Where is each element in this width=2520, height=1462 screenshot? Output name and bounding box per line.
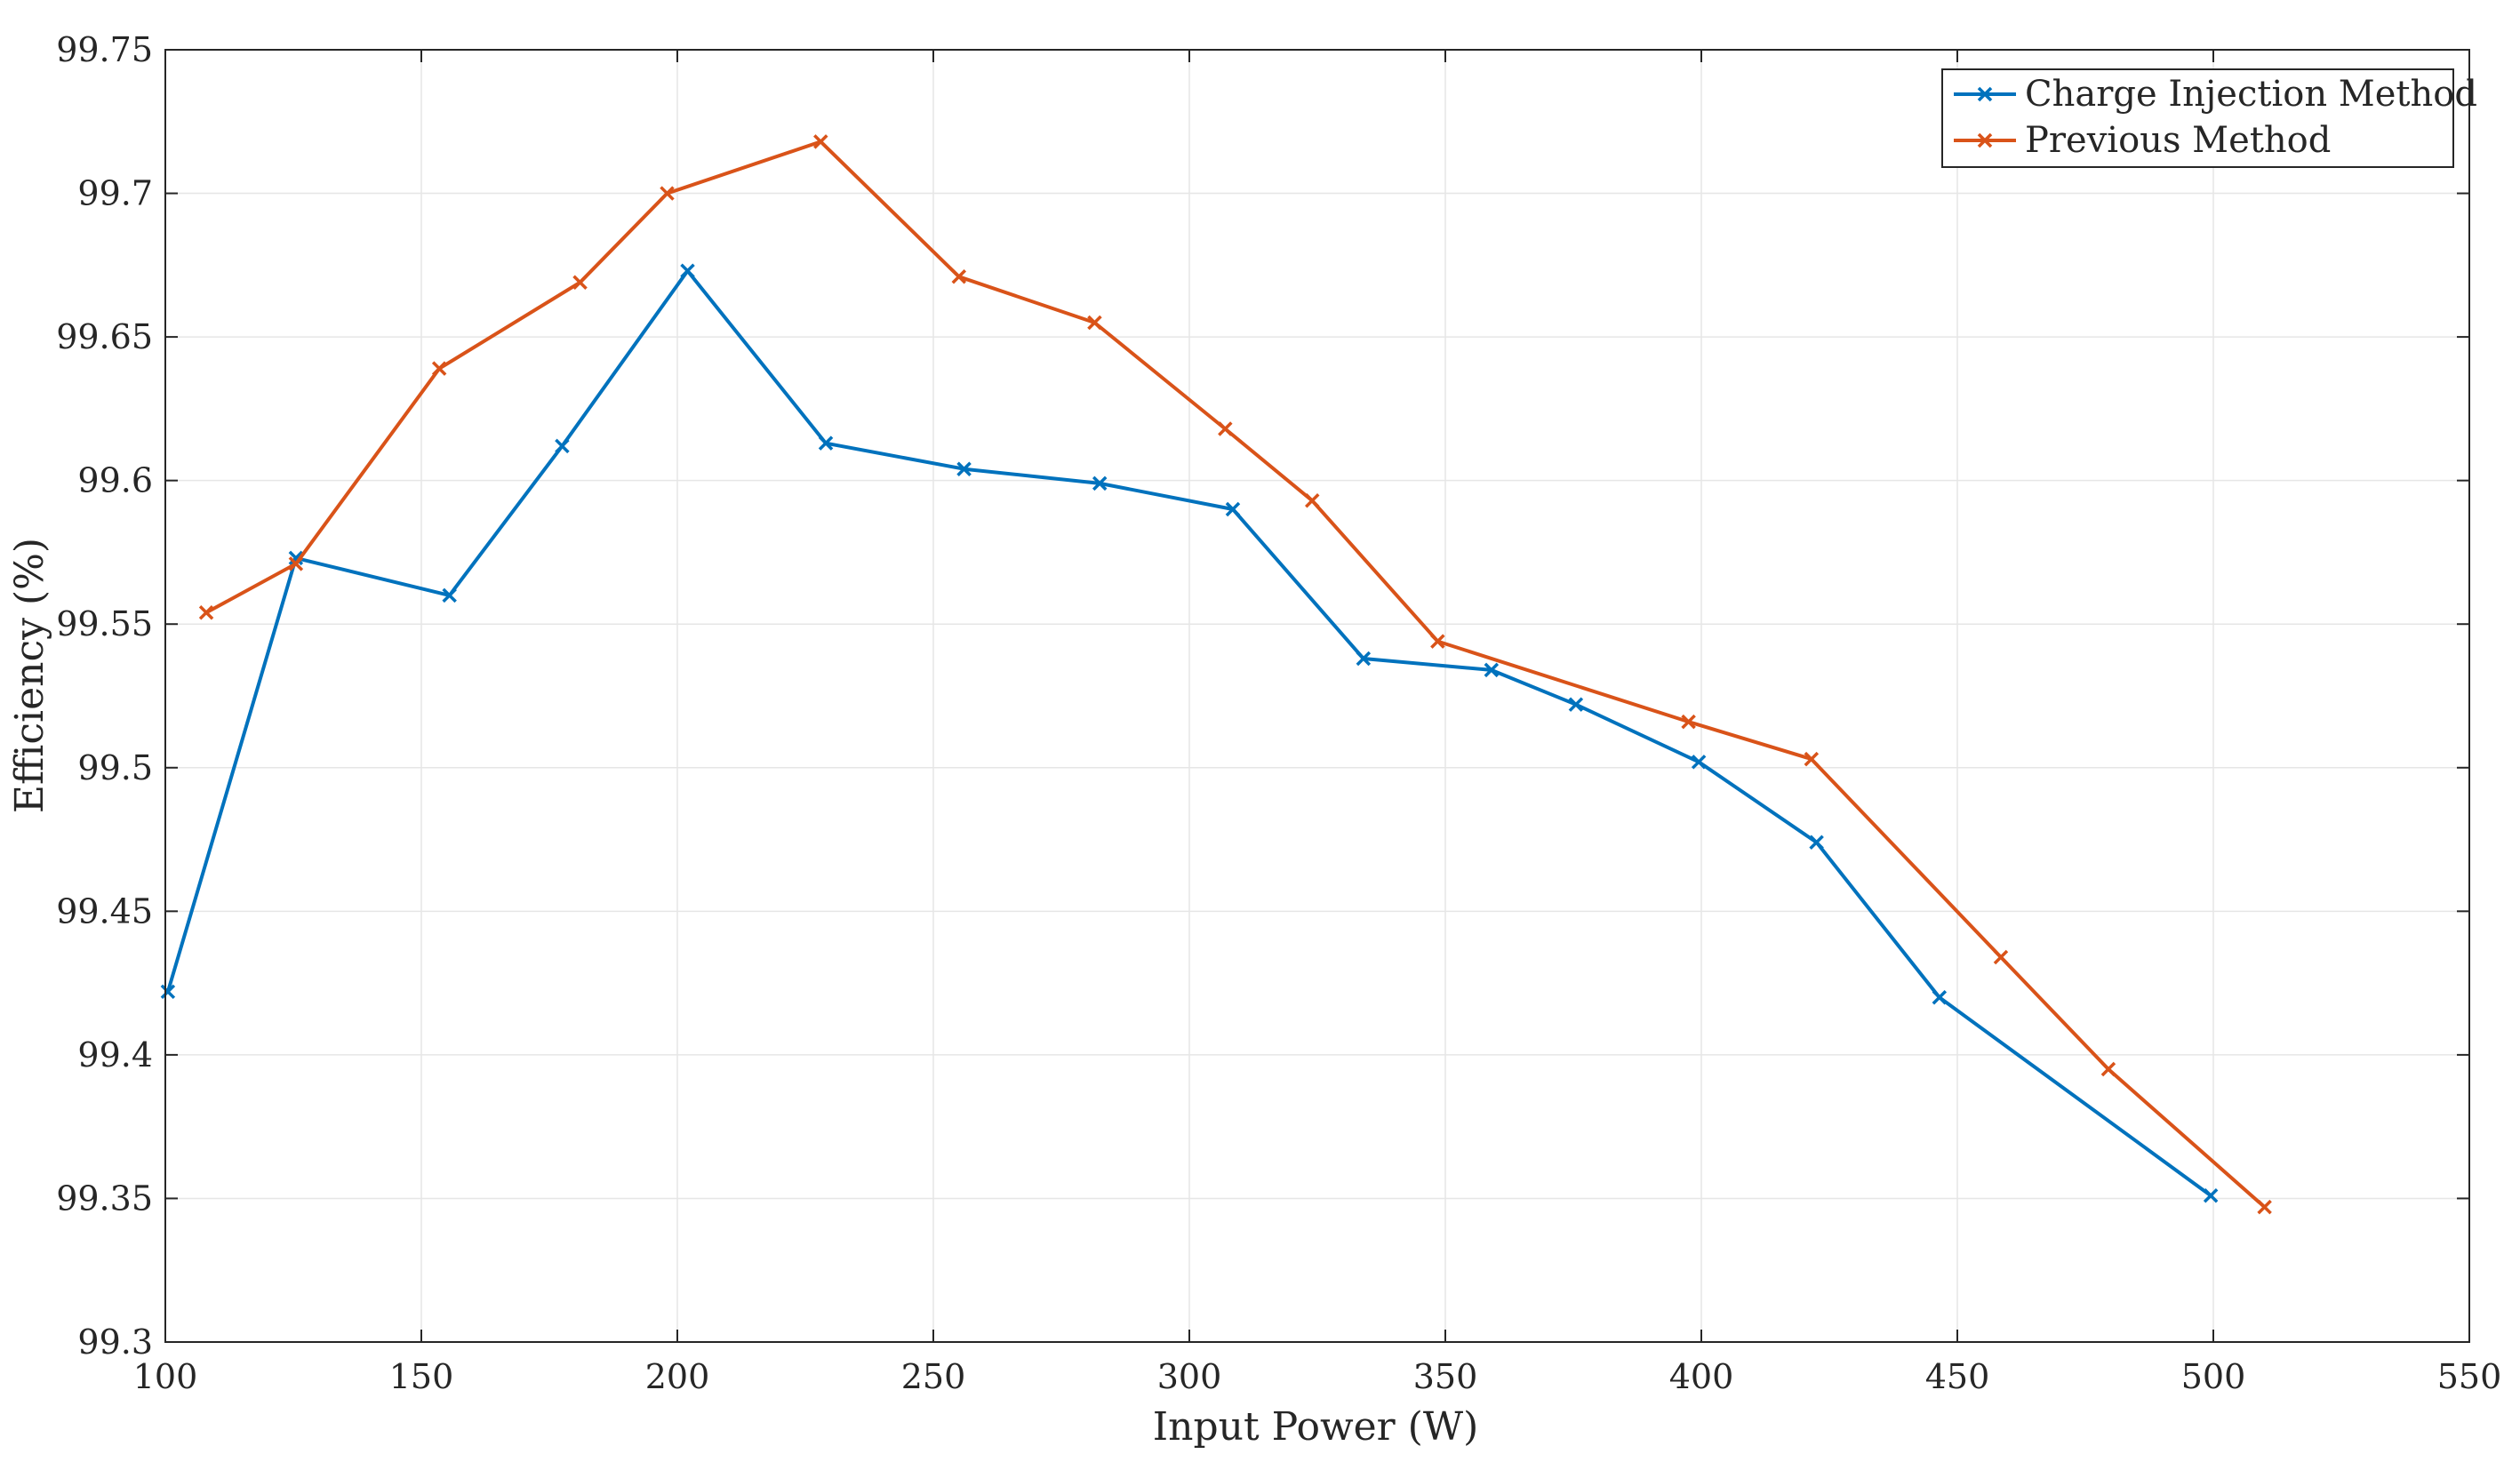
x-tick-label: 100 bbox=[133, 1357, 198, 1396]
data-point-previous-method bbox=[288, 556, 304, 571]
x-axis-title: Input Power (W) bbox=[1153, 1404, 1478, 1450]
x-tick-label: 500 bbox=[2181, 1357, 2246, 1396]
x-tick-label: 450 bbox=[1925, 1357, 1990, 1396]
data-point-charge-injection bbox=[1092, 475, 1108, 491]
series-layer bbox=[160, 134, 2272, 1215]
data-point-previous-method bbox=[813, 134, 828, 149]
series-previous-method bbox=[198, 134, 2272, 1215]
x-tick-label: 150 bbox=[389, 1357, 454, 1396]
data-point-charge-injection bbox=[818, 435, 834, 451]
data-point-previous-method bbox=[951, 269, 967, 284]
x-tick-label: 550 bbox=[2437, 1357, 2502, 1396]
y-tick-label: 99.55 bbox=[56, 604, 153, 643]
data-point-previous-method bbox=[1430, 634, 1445, 649]
y-tick-label: 99.3 bbox=[77, 1322, 153, 1362]
x-tick-label: 250 bbox=[901, 1357, 966, 1396]
axis-ticks bbox=[164, 49, 2470, 1343]
legend: Charge Injection Method Previous Method bbox=[1941, 68, 2477, 168]
data-point-charge-injection bbox=[680, 263, 695, 279]
data-point-charge-injection bbox=[1691, 755, 1707, 770]
data-point-charge-injection bbox=[2203, 1187, 2219, 1203]
y-tick-label: 99.75 bbox=[56, 30, 153, 69]
data-point-previous-method bbox=[1087, 315, 1102, 331]
data-point-charge-injection bbox=[160, 984, 176, 1000]
legend-label-charge-injection: Charge Injection Method bbox=[2025, 74, 2477, 115]
y-tick-label: 99.6 bbox=[77, 461, 153, 500]
legend-marker-charge-injection bbox=[1977, 86, 1993, 102]
data-point-charge-injection bbox=[1932, 990, 1948, 1005]
y-tick-label: 99.65 bbox=[56, 317, 153, 356]
x-tick-label: 400 bbox=[1669, 1357, 1734, 1396]
data-point-previous-method bbox=[1681, 714, 1696, 730]
plot-frame bbox=[164, 49, 2470, 1343]
data-point-charge-injection bbox=[1484, 662, 1500, 678]
data-point-previous-method bbox=[572, 275, 588, 290]
data-point-previous-method bbox=[2100, 1061, 2116, 1077]
data-point-charge-injection bbox=[1809, 835, 1824, 851]
series-line-previous-method bbox=[205, 140, 2266, 1209]
legend-marker-x-previous-method bbox=[1977, 132, 1993, 148]
y-axis-title: Efficiency (%) bbox=[7, 538, 52, 813]
legend-marker-x-charge-injection bbox=[1977, 86, 1993, 102]
y-tick-label: 99.5 bbox=[77, 748, 153, 787]
y-tick-label: 99.4 bbox=[77, 1035, 153, 1075]
legend-label-previous-method: Previous Method bbox=[2025, 120, 2331, 161]
data-point-previous-method bbox=[2257, 1199, 2272, 1215]
data-point-charge-injection bbox=[1356, 651, 1372, 667]
data-point-charge-injection bbox=[555, 438, 570, 454]
data-point-previous-method bbox=[1804, 751, 1820, 767]
x-tick-label: 300 bbox=[1157, 1357, 1222, 1396]
data-point-previous-method bbox=[1305, 493, 1320, 508]
data-point-charge-injection bbox=[1568, 697, 1584, 712]
data-point-previous-method bbox=[1218, 421, 1233, 436]
legend-box bbox=[1941, 68, 2454, 168]
data-point-previous-method bbox=[1993, 949, 2009, 965]
data-point-charge-injection bbox=[288, 550, 304, 566]
data-point-charge-injection bbox=[442, 587, 457, 603]
y-tick-label: 99.7 bbox=[77, 174, 153, 213]
x-tick-label: 350 bbox=[1413, 1357, 1478, 1396]
series-charge-injection bbox=[160, 263, 2219, 1203]
y-tick-label: 99.35 bbox=[56, 1178, 153, 1218]
data-point-charge-injection bbox=[1225, 501, 1241, 517]
x-tick-label: 200 bbox=[645, 1357, 710, 1396]
legend-entry-previous-method: Previous Method bbox=[1954, 120, 2331, 161]
y-tick-label: 99.45 bbox=[56, 891, 153, 931]
series-line-charge-injection bbox=[165, 268, 2212, 1197]
tick-labels: 100 150 200 250 300 350 400 450 500 550 99.3 99.35 9… bbox=[56, 30, 2501, 1396]
data-point-previous-method bbox=[198, 605, 214, 620]
data-point-previous-method bbox=[431, 361, 447, 376]
legend-entry-charge-injection: Charge Injection Method bbox=[1954, 74, 2477, 115]
legend-marker-previous-method bbox=[1977, 132, 1993, 148]
data-point-charge-injection bbox=[956, 461, 972, 476]
data-point-previous-method bbox=[660, 186, 675, 201]
